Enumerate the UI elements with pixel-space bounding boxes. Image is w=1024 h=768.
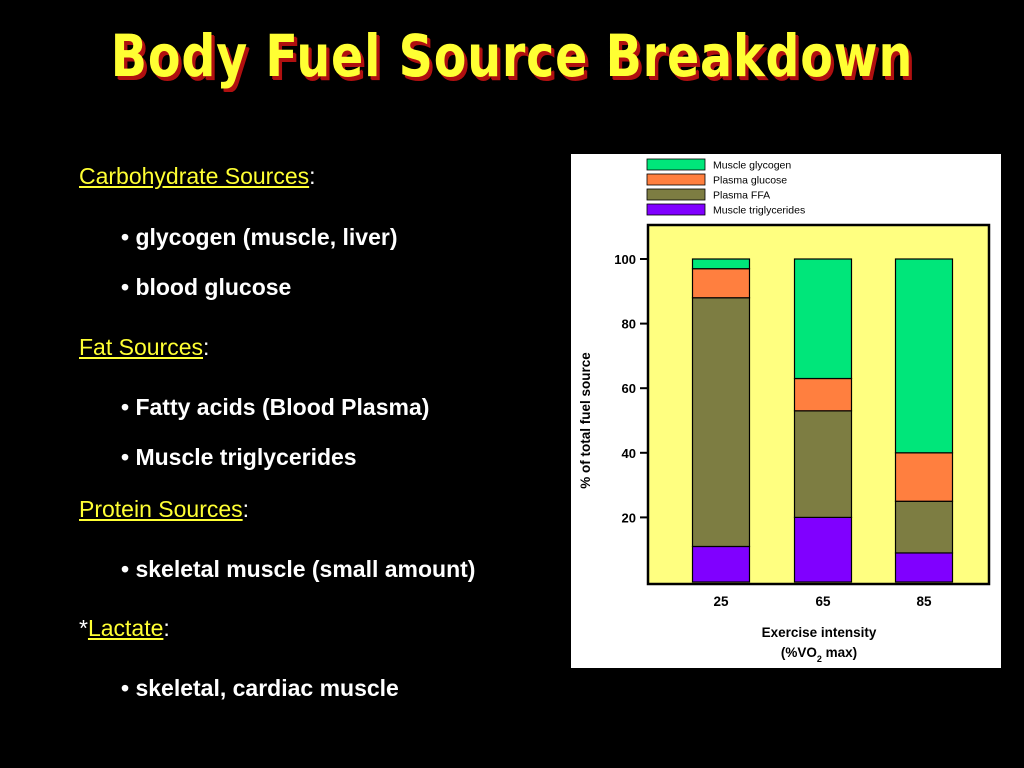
y-tick-label-100: 100: [614, 252, 636, 267]
protein-heading: Protein Sources:: [79, 496, 249, 523]
y-tick-label-20: 20: [622, 510, 636, 525]
legend-label-muscle-triglycerides: Muscle triglycerides: [713, 205, 805, 217]
bar-segment-muscle-triglycerides-25: [691, 545, 751, 583]
fat-heading: Fat Sources:: [79, 334, 209, 361]
bar-segment-muscle-glycogen-25: [691, 258, 751, 270]
legend-label-plasma-ffa: Plasma FFA: [713, 190, 770, 202]
legend-swatch-plasma-ffa: [646, 188, 706, 201]
bar-segment-plasma-ffa-85: [894, 500, 954, 554]
protein-label: Protein Sources: [79, 496, 243, 522]
x-axis-label-line1: Exercise intensity: [762, 625, 877, 640]
y-tick-label-60: 60: [622, 381, 636, 396]
lactate-prefix: *: [79, 615, 88, 641]
bullet-muscle-triglycerides: • Muscle triglycerides: [121, 444, 357, 470]
x-axis-label-subscript: 2: [817, 654, 822, 664]
x-tick-label-25: 25: [713, 594, 729, 609]
bar-segment-plasma-ffa-65: [793, 410, 853, 518]
y-axis-label: % of total fuel source: [578, 352, 593, 489]
bar-segment-muscle-glycogen-85: [894, 258, 954, 454]
fat-label: Fat Sources: [79, 334, 203, 360]
bullet-glycogen: • glycogen (muscle, liver): [121, 224, 398, 250]
bar-segment-muscle-glycogen-65: [793, 258, 853, 380]
bullet-fatty-acids: • Fatty acids (Blood Plasma): [121, 394, 430, 420]
legend-swatch-muscle-triglycerides: [646, 203, 706, 216]
carbohydrate-label: Carbohydrate Sources: [79, 163, 310, 189]
x-axis-label-vo: (%VO: [781, 645, 817, 660]
carbohydrate-heading: Carbohydrate Sources:: [79, 163, 316, 190]
lactate-label: Lactate: [87, 615, 164, 641]
chart-svg: Muscle glycogen Plasma glucose Plasma FFA M…: [578, 158, 991, 664]
y-tick-label-80: 80: [622, 317, 636, 332]
bar-segment-plasma-ffa-25: [691, 297, 751, 548]
lactate-colon: :: [163, 615, 170, 641]
bullet-blood-glucose: • blood glucose: [121, 274, 292, 300]
protein-colon: :: [242, 496, 250, 522]
bar-segment-muscle-triglycerides-65: [793, 516, 853, 583]
bar-segment-plasma-glucose-85: [894, 452, 954, 502]
fat-colon: :: [203, 334, 210, 360]
bar-segment-plasma-glucose-65: [793, 377, 853, 412]
lactate-heading: *Lactate:: [79, 615, 170, 642]
legend-swatch-muscle-glycogen: [646, 158, 706, 171]
bullet-skeletal-cardiac: • skeletal, cardiac muscle: [121, 675, 399, 701]
x-axis-label-max: max): [822, 645, 857, 660]
legend-swatch-plasma-glucose: [646, 173, 706, 186]
legend-label-plasma-glucose: Plasma glucose: [713, 175, 787, 187]
y-tick-label-40: 40: [622, 446, 636, 461]
carbohydrate-colon: :: [309, 163, 316, 189]
x-tick-label-65: 65: [815, 594, 831, 609]
bullet-skeletal-muscle: • skeletal muscle (small amount): [121, 556, 476, 582]
bar-segment-muscle-triglycerides-85: [894, 552, 954, 583]
bar-segment-plasma-glucose-25: [691, 268, 751, 299]
legend-label-muscle-glycogen: Muscle glycogen: [713, 160, 791, 172]
x-axis-label-line2: (%VO2 max): [781, 645, 857, 664]
slide-title: Body Fuel Source Breakdown: [110, 22, 914, 90]
fuel-source-chart: Muscle glycogen Plasma glucose Plasma FFA M…: [571, 154, 1001, 668]
x-tick-label-85: 85: [916, 594, 932, 609]
